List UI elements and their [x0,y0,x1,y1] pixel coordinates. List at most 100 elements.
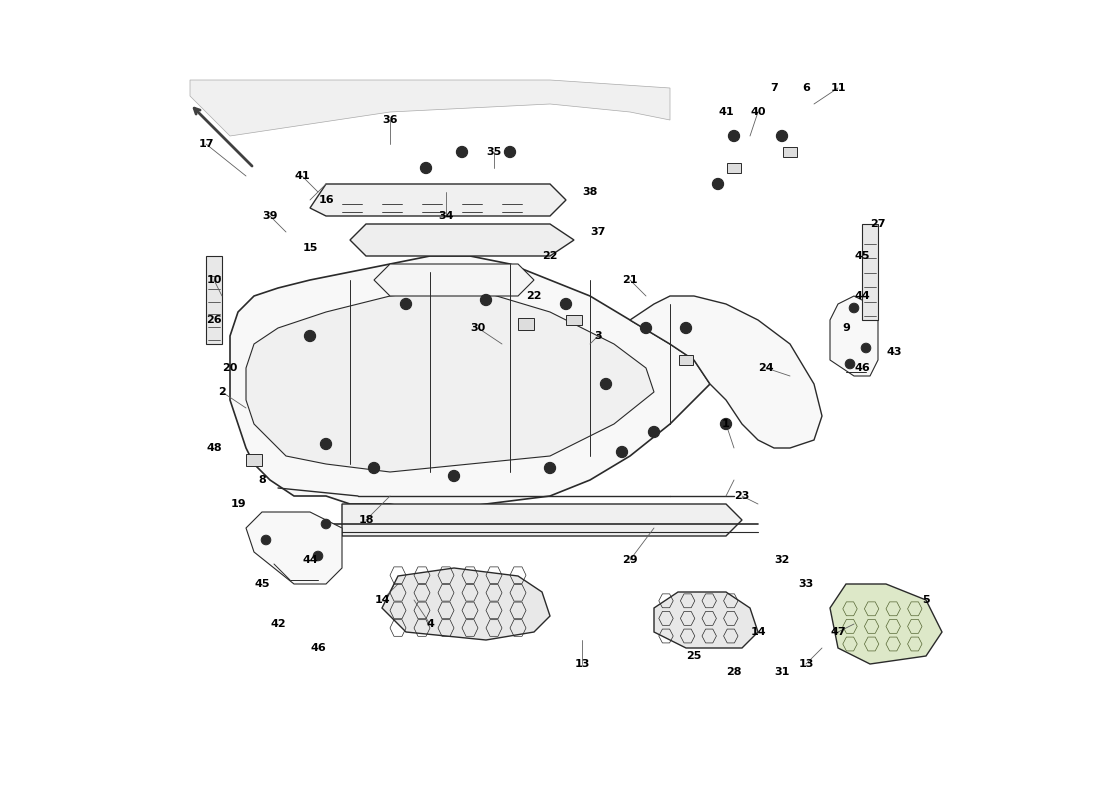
Circle shape [616,446,628,458]
Circle shape [460,150,464,154]
Circle shape [849,303,859,313]
Text: 16: 16 [318,195,333,205]
Text: 26: 26 [206,315,222,325]
Circle shape [424,166,428,170]
Text: 24: 24 [758,363,773,373]
Text: 15: 15 [302,243,318,253]
Circle shape [683,326,689,330]
Circle shape [505,146,516,158]
Circle shape [640,322,651,334]
Circle shape [544,462,556,474]
Text: 19: 19 [230,499,245,509]
Circle shape [601,378,612,390]
Text: autoados: autoados [265,326,642,394]
Polygon shape [566,315,582,325]
Text: 23: 23 [735,491,750,501]
Text: 46: 46 [854,363,870,373]
Text: 31: 31 [774,667,790,677]
Text: 41: 41 [294,171,310,181]
Circle shape [648,426,660,438]
Polygon shape [246,454,262,466]
Text: 13: 13 [799,659,814,669]
Polygon shape [830,584,942,664]
Text: 14: 14 [750,627,766,637]
Circle shape [305,330,316,342]
Circle shape [845,359,855,369]
Text: 46: 46 [310,643,326,653]
Circle shape [308,334,312,338]
Circle shape [456,146,468,158]
Polygon shape [654,592,758,648]
Circle shape [404,302,408,306]
Circle shape [261,535,271,545]
Circle shape [651,430,657,434]
Circle shape [314,551,322,561]
Text: 6: 6 [802,83,810,93]
Text: 42: 42 [271,619,286,629]
Text: 44: 44 [854,291,870,301]
Text: 48: 48 [206,443,222,453]
Text: 22: 22 [526,291,541,301]
Text: 47: 47 [830,627,846,637]
Text: 1: 1 [722,419,730,429]
Polygon shape [727,163,741,173]
Polygon shape [862,224,878,320]
Text: 3: 3 [594,331,602,341]
Circle shape [368,462,379,474]
Text: 27: 27 [870,219,886,229]
Text: 30: 30 [471,323,485,333]
Circle shape [323,442,329,446]
Polygon shape [518,318,534,330]
Circle shape [777,130,788,142]
Circle shape [560,298,572,310]
Text: 38: 38 [582,187,597,197]
Circle shape [372,466,376,470]
Circle shape [681,322,692,334]
Text: 45: 45 [855,251,870,261]
Text: 9: 9 [843,323,850,333]
Text: 44: 44 [302,555,318,565]
Text: 10: 10 [207,275,222,285]
Text: 34: 34 [438,211,453,221]
Text: 21: 21 [623,275,638,285]
Polygon shape [382,568,550,640]
Polygon shape [679,355,693,365]
Polygon shape [246,288,654,472]
Circle shape [484,298,488,302]
Polygon shape [830,296,878,376]
Text: 11: 11 [830,83,846,93]
Text: 36: 36 [383,115,398,125]
Circle shape [780,134,784,138]
Text: 2: 2 [218,387,226,397]
Text: 17: 17 [198,139,213,149]
Circle shape [563,302,569,306]
Text: 40: 40 [750,107,766,117]
Circle shape [861,343,871,353]
Polygon shape [310,184,566,216]
Text: 22: 22 [542,251,558,261]
Circle shape [716,182,720,186]
Circle shape [548,466,552,470]
Polygon shape [230,256,710,512]
Text: 20: 20 [222,363,238,373]
Text: 37: 37 [591,227,606,237]
Polygon shape [350,224,574,256]
Circle shape [720,418,732,430]
Circle shape [420,162,431,174]
Text: 7: 7 [770,83,778,93]
Text: 18: 18 [359,515,374,525]
Circle shape [732,134,736,138]
Circle shape [507,150,513,154]
Text: 13: 13 [574,659,590,669]
Circle shape [321,519,331,529]
Text: 43: 43 [887,347,902,357]
Text: 14: 14 [374,595,389,605]
Text: 29: 29 [623,555,638,565]
Text: a passion for original parts inc.: a passion for original parts inc. [319,406,620,426]
Circle shape [449,470,460,482]
Circle shape [619,450,625,454]
Text: 45: 45 [254,579,270,589]
Text: 4: 4 [426,619,433,629]
Polygon shape [246,512,342,584]
Text: 39: 39 [262,211,277,221]
